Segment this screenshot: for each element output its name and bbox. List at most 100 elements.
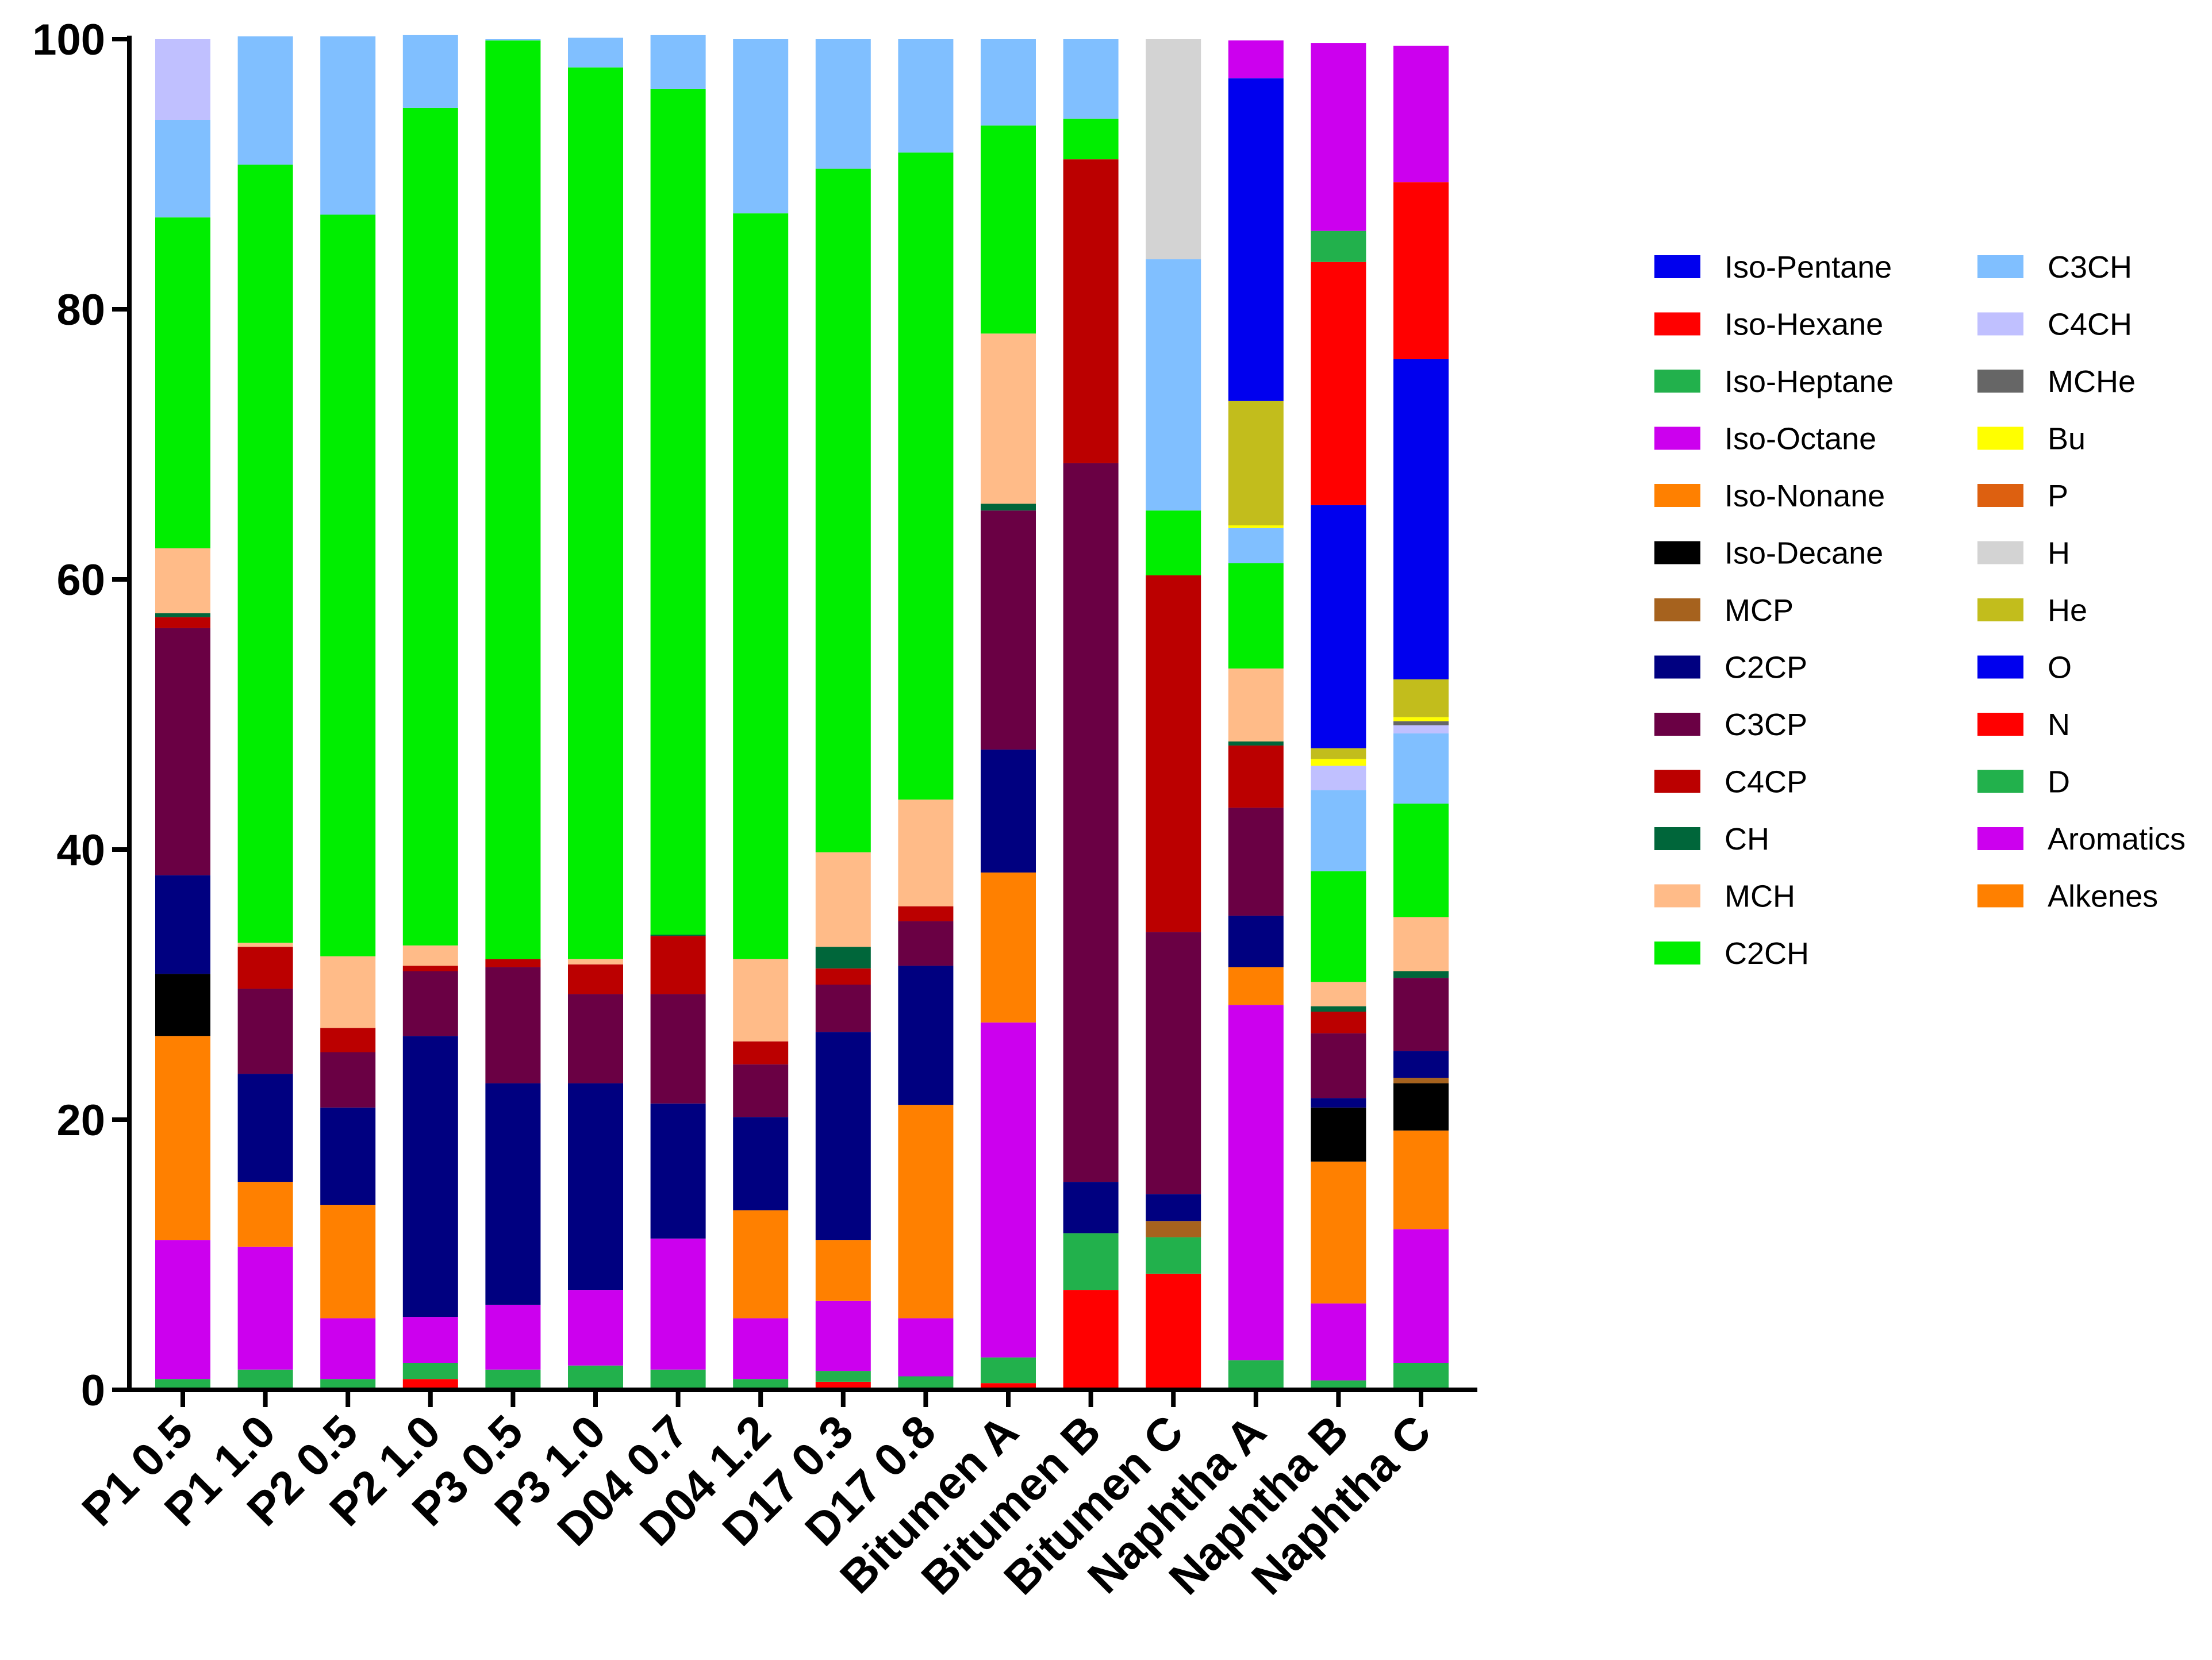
bar-segment-p3-0-5-aromatics <box>485 1304 541 1370</box>
bar-segment-naphtha-c-bu <box>1393 717 1449 721</box>
bar-segment-p1-0-5-c4ch <box>155 39 210 120</box>
legend-label-iso-octane: Iso-Octane <box>1725 422 1876 456</box>
x-labels-group: P1 0.5P1 1.0P2 0.5P2 1.0P3 0.5P3 1.0D04 … <box>72 1390 1441 1604</box>
bar-segment-d17-0-8-c2cp <box>898 966 954 1105</box>
bar-segment-d17-0-3-ch <box>815 947 871 969</box>
bar-segment-naphtha-b-c3cp <box>1311 1033 1366 1098</box>
bar-segment-d04-0-7-c4cp <box>650 936 706 994</box>
bar-segment-p1-1-0-c2ch <box>237 164 293 943</box>
legend-swatch-mch <box>1654 884 1700 908</box>
bar-segment-p2-0-5-c2ch <box>320 214 376 956</box>
bar-segment-naphtha-b-c2ch <box>1311 871 1366 982</box>
bar-segment-naphtha-b-c4ch <box>1311 766 1366 790</box>
bar-segment-bitumen-a-n <box>981 1383 1036 1390</box>
bar-segment-p2-1-0-aromatics <box>402 1317 458 1363</box>
legend-swatch-he <box>1977 598 2023 621</box>
bar-segment-bitumen-b-c2cp <box>1063 1182 1119 1234</box>
bar-segment-d17-0-8-c2ch <box>898 152 954 800</box>
bar-segment-p3-1-0-c3ch <box>568 37 623 68</box>
bar-segment-p3-1-0-mch <box>568 959 623 965</box>
bar-segment-d17-0-3-c2cp <box>815 1032 871 1240</box>
bar-segment-naphtha-a-iso-octane <box>1228 40 1284 79</box>
bar-segment-p1-0-5-c3cp <box>155 628 210 875</box>
bar-segment-p1-0-5-mch <box>155 548 210 613</box>
bar-segment-d17-0-8-aromatics <box>898 1318 954 1377</box>
bar-segment-d04-1-2-c2cp <box>733 1117 789 1211</box>
bar-segment-naphtha-b-iso-decane <box>1311 1107 1366 1162</box>
bar-segment-p2-0-5-c2cp <box>320 1107 376 1205</box>
bar-segment-naphtha-b-alkenes <box>1311 1161 1366 1304</box>
bar-segment-p2-0-5-alkenes <box>320 1205 376 1319</box>
bar-segment-naphtha-c-mch <box>1393 917 1449 971</box>
bar-segment-d04-1-2-d <box>733 1379 789 1390</box>
bar-segment-bitumen-c-h <box>1146 39 1201 260</box>
bar-segment-d04-0-7-c3ch <box>650 34 706 89</box>
bar-segment-bitumen-b-c2ch <box>1063 118 1119 160</box>
bar-segment-p2-0-5-c3cp <box>320 1052 376 1108</box>
bar-segment-bitumen-b-d <box>1063 1233 1119 1290</box>
legend-label-n: N <box>2048 708 2070 742</box>
legend-swatch-o <box>1977 655 2023 679</box>
bar-segment-bitumen-c-c2cp <box>1146 1194 1201 1221</box>
bar-segment-naphtha-a-d <box>1228 1360 1284 1390</box>
bar-segment-naphtha-b-aromatics <box>1311 1303 1366 1381</box>
bar-segment-p3-1-0-c3cp <box>568 994 623 1083</box>
legend-swatch-iso-octane <box>1654 426 1700 450</box>
legend-label-c3cp: C3CP <box>1725 708 1807 742</box>
bar-segment-p3-1-0-aromatics <box>568 1290 623 1366</box>
bar-segment-d04-0-7-c3cp <box>650 994 706 1104</box>
bar-segment-d04-1-2-c2ch <box>733 213 789 959</box>
bar-segment-naphtha-b-c2cp <box>1311 1098 1366 1108</box>
bar-segment-p2-0-5-aromatics <box>320 1318 376 1380</box>
bar-segment-p1-0-5-aromatics <box>155 1240 210 1380</box>
bar-segment-d17-0-8-c4cp <box>898 906 954 921</box>
bar-segment-naphtha-b-o <box>1311 505 1366 748</box>
bar-segment-naphtha-c-c2ch <box>1393 804 1449 917</box>
bar-segment-naphtha-a-c2cp <box>1228 916 1284 967</box>
bar-segment-p3-1-0-c2cp <box>568 1083 623 1290</box>
bar-segment-bitumen-a-ch <box>981 504 1036 511</box>
bar-segment-naphtha-c-ch <box>1393 971 1449 978</box>
bar-segment-d17-0-8-c3cp <box>898 921 954 966</box>
legend-swatch-c3cp <box>1654 713 1700 736</box>
bar-segment-p2-1-0-c2ch <box>402 107 458 946</box>
bar-segment-p3-0-5-d <box>485 1369 541 1390</box>
bar-segment-bitumen-c-d <box>1146 1237 1201 1274</box>
legend-swatch-c4cp <box>1654 770 1700 793</box>
bar-segment-bitumen-b-n <box>1063 1290 1119 1390</box>
legend-label-he: He <box>2048 593 2087 628</box>
bar-segment-d17-0-3-d <box>815 1371 871 1382</box>
legend-swatch-bu <box>1977 426 2023 450</box>
bar-segment-p2-1-0-c3cp <box>402 971 458 1036</box>
legend-label-mch: MCH <box>1725 879 1795 914</box>
bar-segment-naphtha-a-bu <box>1228 525 1284 528</box>
bar-segment-bitumen-c-c3cp <box>1146 932 1201 1194</box>
legend-swatch-c4ch <box>1977 312 2023 336</box>
bar-segment-naphtha-c-alkenes <box>1393 1130 1449 1229</box>
bar-segment-p2-1-0-d <box>402 1363 458 1380</box>
y-tick-label: 0 <box>81 1366 105 1415</box>
bar-segment-p3-1-0-c4cp <box>568 964 623 994</box>
bar-segment-d17-0-8-mch <box>898 800 954 906</box>
y-ticks-group: 0 20 40 60 80 100 <box>32 16 129 1415</box>
bar-segment-naphtha-b-c4cp <box>1311 1012 1366 1033</box>
bar-segment-naphtha-c-iso-decane <box>1393 1083 1449 1131</box>
legend-label-c4ch: C4CH <box>2048 308 2132 342</box>
bar-segment-d17-0-3-c3ch <box>815 39 871 169</box>
bars-group <box>155 34 1449 1390</box>
legend-label-mcp: MCP <box>1725 593 1794 628</box>
bar-segment-d17-0-8-c3ch <box>898 39 954 153</box>
legend-label-c3ch: C3CH <box>2048 250 2132 285</box>
bar-segment-p1-1-0-d <box>237 1369 293 1390</box>
legend-swatch-aromatics <box>1977 827 2023 850</box>
bar-segment-p1-1-0-c2cp <box>237 1074 293 1182</box>
bar-segment-naphtha-a-c4cp <box>1228 746 1284 808</box>
bar-segment-naphtha-a-he <box>1228 401 1284 525</box>
legend-label-c2cp: C2CP <box>1725 651 1807 685</box>
bar-segment-naphtha-c-iso-hexane <box>1393 182 1449 359</box>
y-tick-label: 80 <box>56 286 105 335</box>
bar-segment-bitumen-c-c4cp <box>1146 575 1201 932</box>
bar-segment-naphtha-b-d <box>1311 1380 1366 1390</box>
legend-swatch-n <box>1977 713 2023 736</box>
bar-segment-d17-0-3-c3cp <box>815 985 871 1032</box>
